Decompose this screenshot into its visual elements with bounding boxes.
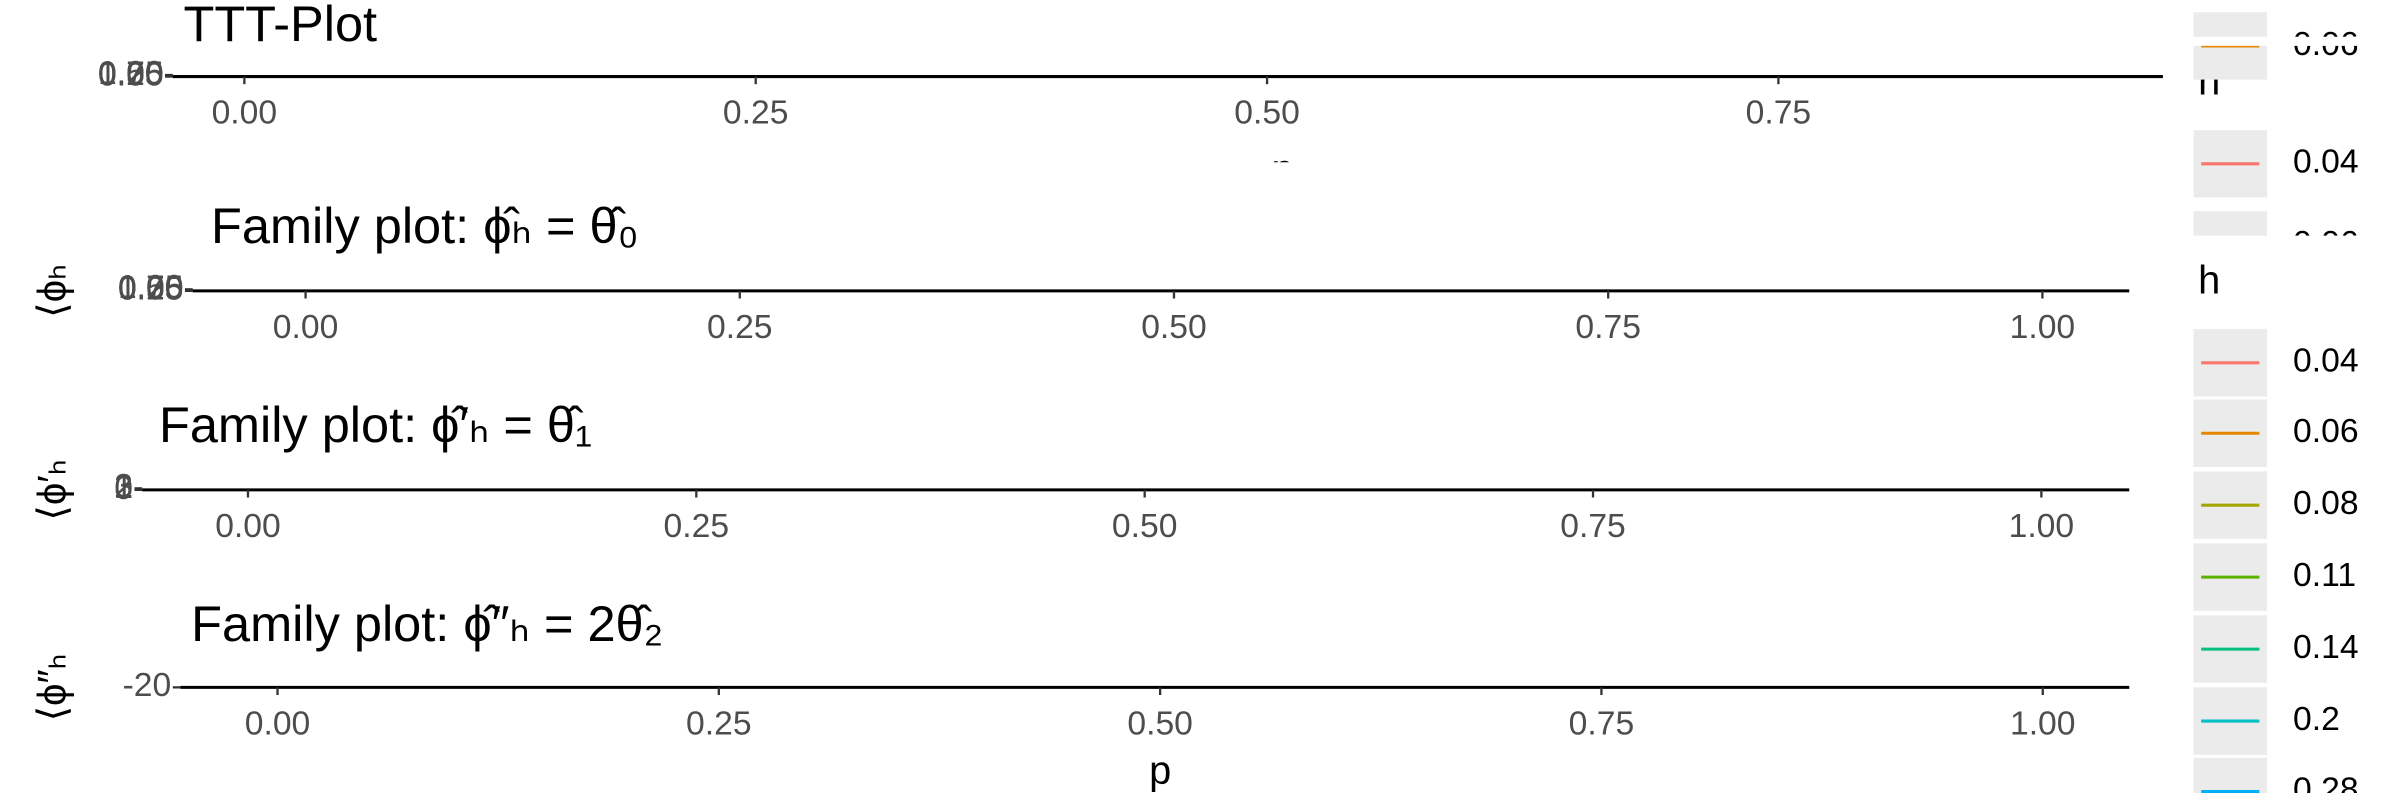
- x-tick-label: 0.50: [1112, 508, 1178, 545]
- y-tick-label: 0.50: [118, 270, 184, 307]
- legend-label: 0.28: [2293, 771, 2359, 793]
- y-tick-label: 1.00: [118, 269, 184, 306]
- x-tick-label: 0.00: [273, 309, 339, 346]
- legend-title: h: [2198, 259, 2220, 303]
- x-tick-label: 0.50: [1127, 706, 1193, 743]
- y-axis-label: ⟨ϕ′ₕ: [30, 459, 74, 520]
- x-tick-label: 0.50: [1141, 309, 1207, 346]
- x-tick-label: 0.75: [1746, 95, 1812, 132]
- x-tick-label: 0.00: [212, 95, 278, 132]
- x-tick-label: 0.25: [664, 508, 730, 545]
- y-tick-label: 0: [114, 470, 133, 507]
- y-tick-label: 1: [114, 469, 133, 506]
- x-tick-label: 0.00: [245, 706, 311, 743]
- panel: Family plot: ϕ̂′ₕ = θ̂₁ 0.00 0.25 0.50 0.75 1…: [30, 396, 2130, 545]
- panel-title: Family plot: ϕ̂′ₕ = θ̂₁: [159, 396, 592, 453]
- x-tick-label: 0.50: [1234, 95, 1300, 132]
- panel: Family plot: ϕ̂″ₕ = 2θ̂₂ 0.00 0.25 0.50 0.75…: [30, 595, 2130, 793]
- panel: Family plot: ϕ̂ₕ = θ̂₀0.00 0.25 0.50 0.75 1.…: [30, 197, 2130, 346]
- y-axis-label: ⟨ϕₕ: [30, 264, 74, 318]
- y-tick-label: 2: [114, 469, 133, 506]
- panel-title: TTT-Plot: [183, 0, 377, 52]
- y-axis-label: ⟨ϕ″ₕ: [30, 653, 74, 721]
- x-tick-label: 0.75: [1575, 309, 1641, 346]
- y-tick-label: 0.00: [118, 271, 184, 308]
- legend-label: 0.06: [2293, 26, 2359, 63]
- legend-label: 0.2: [2293, 701, 2340, 738]
- legend-label: 0.11: [2293, 557, 2356, 594]
- y-tick-label: 3: [114, 468, 133, 505]
- legend-key: [2193, 757, 2268, 793]
- y-tick-label: 0.75: [118, 270, 184, 307]
- legend-label: 0.08: [2293, 485, 2359, 522]
- panel-title: Family plot: ϕ̂″ₕ = 2θ̂₂: [191, 595, 663, 652]
- x-tick-label: 1.00: [2010, 706, 2076, 743]
- legend-key: [2193, 211, 2268, 236]
- legend: h 0.04 0.06 0.08 0.11 0.14 0.2 0.28: [2193, 259, 2359, 793]
- x-tick-label: 0.25: [707, 309, 773, 346]
- legend-label: 0.04: [2293, 343, 2359, 380]
- y-tick-label: 0.00: [98, 56, 164, 93]
- y-tick-label: 1.00: [98, 55, 164, 92]
- legend-label: 0.04: [2293, 144, 2359, 181]
- x-tick-label: 1.00: [2010, 309, 2076, 346]
- legend: h0.060.040.06: [2193, 12, 2359, 262]
- y-tick-label: -20: [123, 667, 172, 704]
- y-tick-label: 0.75: [98, 55, 164, 92]
- x-axis-label: p: [1149, 749, 1171, 793]
- panel-title: Family plot: ϕ̂ₕ = θ̂₀: [211, 197, 639, 254]
- y-tick-label: 0.50: [98, 56, 164, 93]
- legend-label: 0.06: [2293, 225, 2359, 262]
- x-tick-label: 0.25: [723, 95, 789, 132]
- x-tick-label: 1.00: [2009, 508, 2075, 545]
- x-axis-label: p: [1272, 147, 1294, 191]
- legend-label: 0.06: [2293, 413, 2359, 450]
- y-tick-label: 0.25: [118, 270, 184, 307]
- legend-label: 0.14: [2293, 629, 2359, 666]
- x-tick-label: 0.75: [1569, 706, 1635, 743]
- y-tick-label: 0.25: [98, 56, 164, 93]
- x-tick-label: 0.75: [1560, 508, 1626, 545]
- x-tick-label: 0.00: [215, 508, 281, 545]
- x-tick-label: 0.25: [686, 706, 752, 743]
